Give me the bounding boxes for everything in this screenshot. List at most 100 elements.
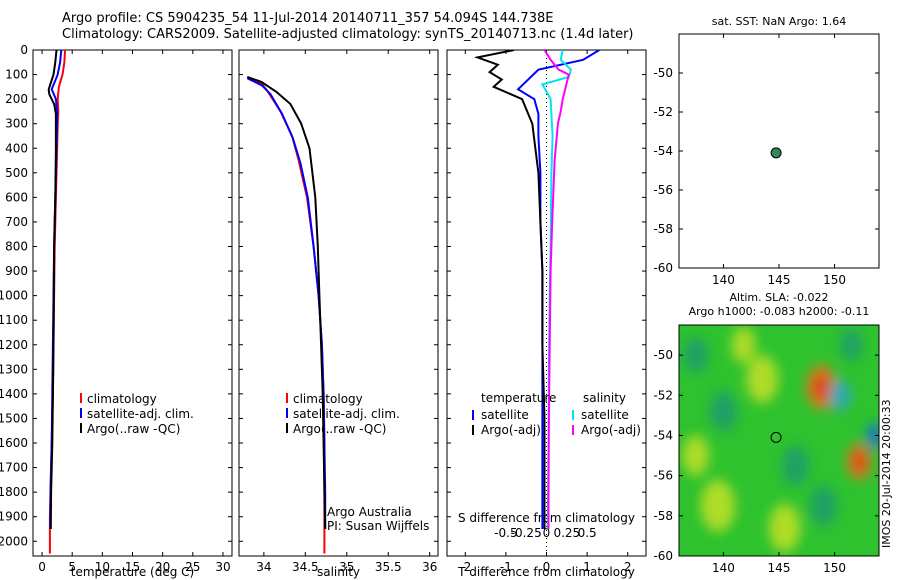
sla-cell xyxy=(810,485,837,526)
x-tick-label: 35.5 xyxy=(375,560,402,574)
x-tick-label: 36 xyxy=(422,560,437,574)
series-line-s-argo-adj- xyxy=(543,50,570,529)
x-tick-label: 145 xyxy=(768,561,791,575)
s-tick-label: -0.25 xyxy=(511,526,542,540)
x-tick-label: 34 xyxy=(256,560,271,574)
y-tick-label: 700 xyxy=(5,215,28,229)
sla-cell xyxy=(682,435,710,476)
sla-cell xyxy=(710,391,737,432)
y-tick-label: -58 xyxy=(653,509,673,523)
plot-frame xyxy=(32,49,233,557)
sla-cell xyxy=(782,445,810,486)
imos-timestamp-label: IMOS 20-Jul-2014 20:00:33 xyxy=(880,399,893,548)
y-tick-label: 300 xyxy=(5,117,28,131)
x-tick-label: 0 xyxy=(543,560,551,574)
legend-label: satellite-adj. clim. xyxy=(293,407,400,421)
figure-title-line1: Argo profile: CS 5904235_54 11-Jul-2014 … xyxy=(62,11,554,26)
sla-blobs xyxy=(682,327,879,552)
y-tick-label: 1200 xyxy=(0,338,28,352)
sla-cell xyxy=(768,503,801,552)
sla-cell xyxy=(731,327,756,364)
sla-cell xyxy=(840,329,862,362)
argo-position-marker xyxy=(770,431,782,443)
y-tick-label: 100 xyxy=(5,68,28,82)
sla-heatmap xyxy=(679,325,879,556)
y-tick-label: -54 xyxy=(653,144,673,158)
legend-label: Argo(-adj) xyxy=(481,423,541,437)
y-tick-label: 200 xyxy=(5,92,28,106)
legend-label: satellite xyxy=(581,408,629,422)
series-line-argo-raw-qc- xyxy=(246,76,327,530)
y-tick-label: 600 xyxy=(5,190,28,204)
legend-label: satellite xyxy=(481,408,529,422)
legend-label: Argo(-adj) xyxy=(581,423,641,437)
sla-cell xyxy=(829,379,851,412)
series-line-t-argo-adj- xyxy=(473,50,546,529)
y-tick-label: 2000 xyxy=(0,534,28,548)
legend-heading: temperature xyxy=(481,391,556,405)
x-axis-label: salinity xyxy=(317,565,360,579)
panel-temperature: 0100200300400500600700800900100011001200… xyxy=(0,43,233,579)
x-tick-label: -2 xyxy=(459,560,471,574)
sla-title-line1: Altim. SLA: -0.022 xyxy=(729,291,828,304)
y-tick-label: 800 xyxy=(5,240,28,254)
x-tick-label: 34.5 xyxy=(292,560,319,574)
s-tick-label: 0.25 xyxy=(553,526,580,540)
x-tick-label: 1 xyxy=(583,560,591,574)
sla-cell-core xyxy=(814,376,828,399)
y-tick-label: 500 xyxy=(5,166,28,180)
x-tick-label: -1 xyxy=(500,560,512,574)
y-tick-label: -52 xyxy=(653,105,673,119)
figure-title-line2: Climatology: CARS2009. Satellite-adjuste… xyxy=(62,27,634,42)
y-tick-label: 1900 xyxy=(0,510,28,524)
x-tick-label: 150 xyxy=(823,561,846,575)
map-title: sat. SST: NaN Argo: 1.64 xyxy=(712,15,846,28)
y-tick-label: -60 xyxy=(653,549,673,563)
legend-label: satellite-adj. clim. xyxy=(87,407,194,421)
y-tick-label: -58 xyxy=(653,222,673,236)
s-tick-label: -0.5 xyxy=(494,526,517,540)
sla-cell-core xyxy=(853,452,865,471)
y-tick-label: 1800 xyxy=(0,485,28,499)
legend-label: climatology xyxy=(293,392,363,406)
y-tick-label: 1300 xyxy=(0,362,28,376)
s-axis-label: S difference from climatology xyxy=(458,511,635,525)
sla-title-line2: Argo h1000: -0.083 h2000: -0.11 xyxy=(689,305,870,318)
sla-cell xyxy=(683,337,708,374)
annotation-text: Argo Australia xyxy=(327,505,412,519)
x-tick-label: 30 xyxy=(215,560,230,574)
x-axis-label: temperature (deg C) xyxy=(71,565,194,579)
y-tick-label: -60 xyxy=(653,261,673,275)
x-tick-label: 0 xyxy=(38,560,46,574)
panel-differences: -2 -1 0 1 2T difference from climatology -0.5… xyxy=(446,49,647,579)
y-tick-label: 1600 xyxy=(0,436,28,450)
x-tick-label: 35 xyxy=(339,560,354,574)
x-tick-label: 15 xyxy=(125,560,140,574)
legend-heading: salinity xyxy=(583,391,626,405)
y-tick-label: 400 xyxy=(5,141,28,155)
panel-sla-map: -50 -52 -54 -56 -58 -60 140 145 150 Altim. SLA: -… xyxy=(653,291,880,575)
legend-label: Argo(..raw -QC) xyxy=(293,422,386,436)
sla-cell xyxy=(866,423,879,448)
sla-cell xyxy=(700,479,736,532)
x-tick-label: 2 xyxy=(624,560,632,574)
annotation-text: PI: Susan Wijffels xyxy=(327,519,429,533)
s-tick-label: 0 xyxy=(543,526,551,540)
x-tick-label: 140 xyxy=(712,561,735,575)
x-tick-label: 25 xyxy=(185,560,200,574)
legend-label: Argo(..raw -QC) xyxy=(87,422,180,436)
legend-label: climatology xyxy=(87,392,157,406)
x-tick-label: 10 xyxy=(95,560,110,574)
x-tick-label: 145 xyxy=(768,273,791,287)
y-tick-label: 900 xyxy=(5,264,28,278)
plot-frame xyxy=(238,49,439,557)
y-tick-label: 1700 xyxy=(0,461,28,475)
y-tick-label: -56 xyxy=(653,469,673,483)
y-tick-label: 1500 xyxy=(0,411,28,425)
x-tick-label: 20 xyxy=(155,560,170,574)
panel-sst-map: -50 -52 -54 -56 -58 -60 140 145 150 sat. SST: NaN… xyxy=(653,15,880,287)
y-tick-label: 1400 xyxy=(0,387,28,401)
x-tick-label: 5 xyxy=(68,560,76,574)
x-axis-label: T difference from climatology xyxy=(457,565,635,579)
